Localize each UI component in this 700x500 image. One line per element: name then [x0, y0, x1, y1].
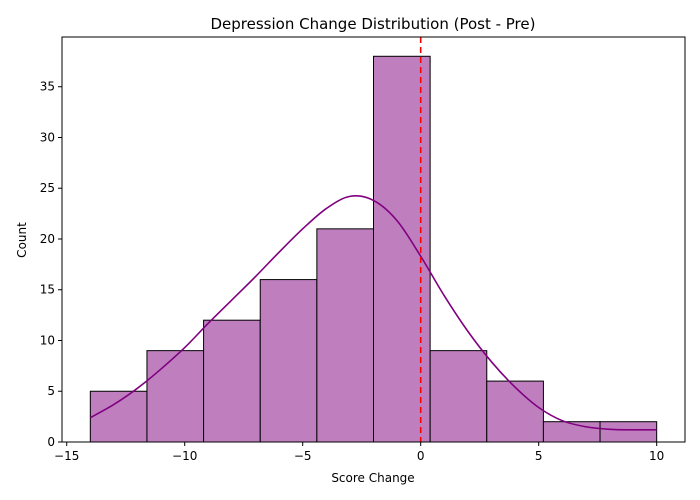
x-tick-label: −5 — [294, 449, 312, 463]
histogram-bar-5 — [373, 55, 431, 443]
histogram-bar-1 — [146, 350, 205, 443]
y-axis-label: Count — [15, 222, 29, 258]
x-axis-label: Score Change — [331, 471, 414, 485]
histogram-bar-3 — [259, 279, 318, 443]
x-tick-label: 5 — [535, 449, 543, 463]
histogram-bar-7 — [486, 380, 544, 443]
histogram-bar-4 — [316, 228, 375, 443]
x-tick-label: −10 — [172, 449, 197, 463]
y-tick-label: 30 — [40, 130, 55, 144]
y-tick-label: 20 — [40, 232, 55, 246]
histogram-bar-8 — [542, 421, 601, 443]
y-axis-ticks: 0 5 10 15 20 25 30 35 — [40, 80, 62, 449]
y-tick-label: 15 — [40, 283, 55, 297]
y-tick-label: 10 — [40, 333, 55, 347]
histogram-bar-9 — [599, 421, 658, 443]
histogram-bars — [89, 55, 658, 443]
y-tick-label: 35 — [40, 80, 55, 94]
y-tick-label: 0 — [47, 435, 55, 449]
x-tick-label: 0 — [417, 449, 425, 463]
histogram-bar-2 — [203, 319, 261, 443]
y-tick-label: 25 — [40, 181, 55, 195]
x-tick-label: 10 — [649, 449, 664, 463]
chart-title: Depression Change Distribution (Post - P… — [211, 15, 536, 33]
y-tick-label: 5 — [47, 384, 55, 398]
histogram-bar-6 — [429, 350, 488, 443]
histogram-bar-0 — [89, 390, 148, 443]
x-axis-ticks: −15 −10 −5 0 5 10 — [54, 442, 664, 463]
x-tick-label: −15 — [54, 449, 79, 463]
plot-frame — [61, 36, 686, 443]
kde-curve — [89, 195, 657, 431]
